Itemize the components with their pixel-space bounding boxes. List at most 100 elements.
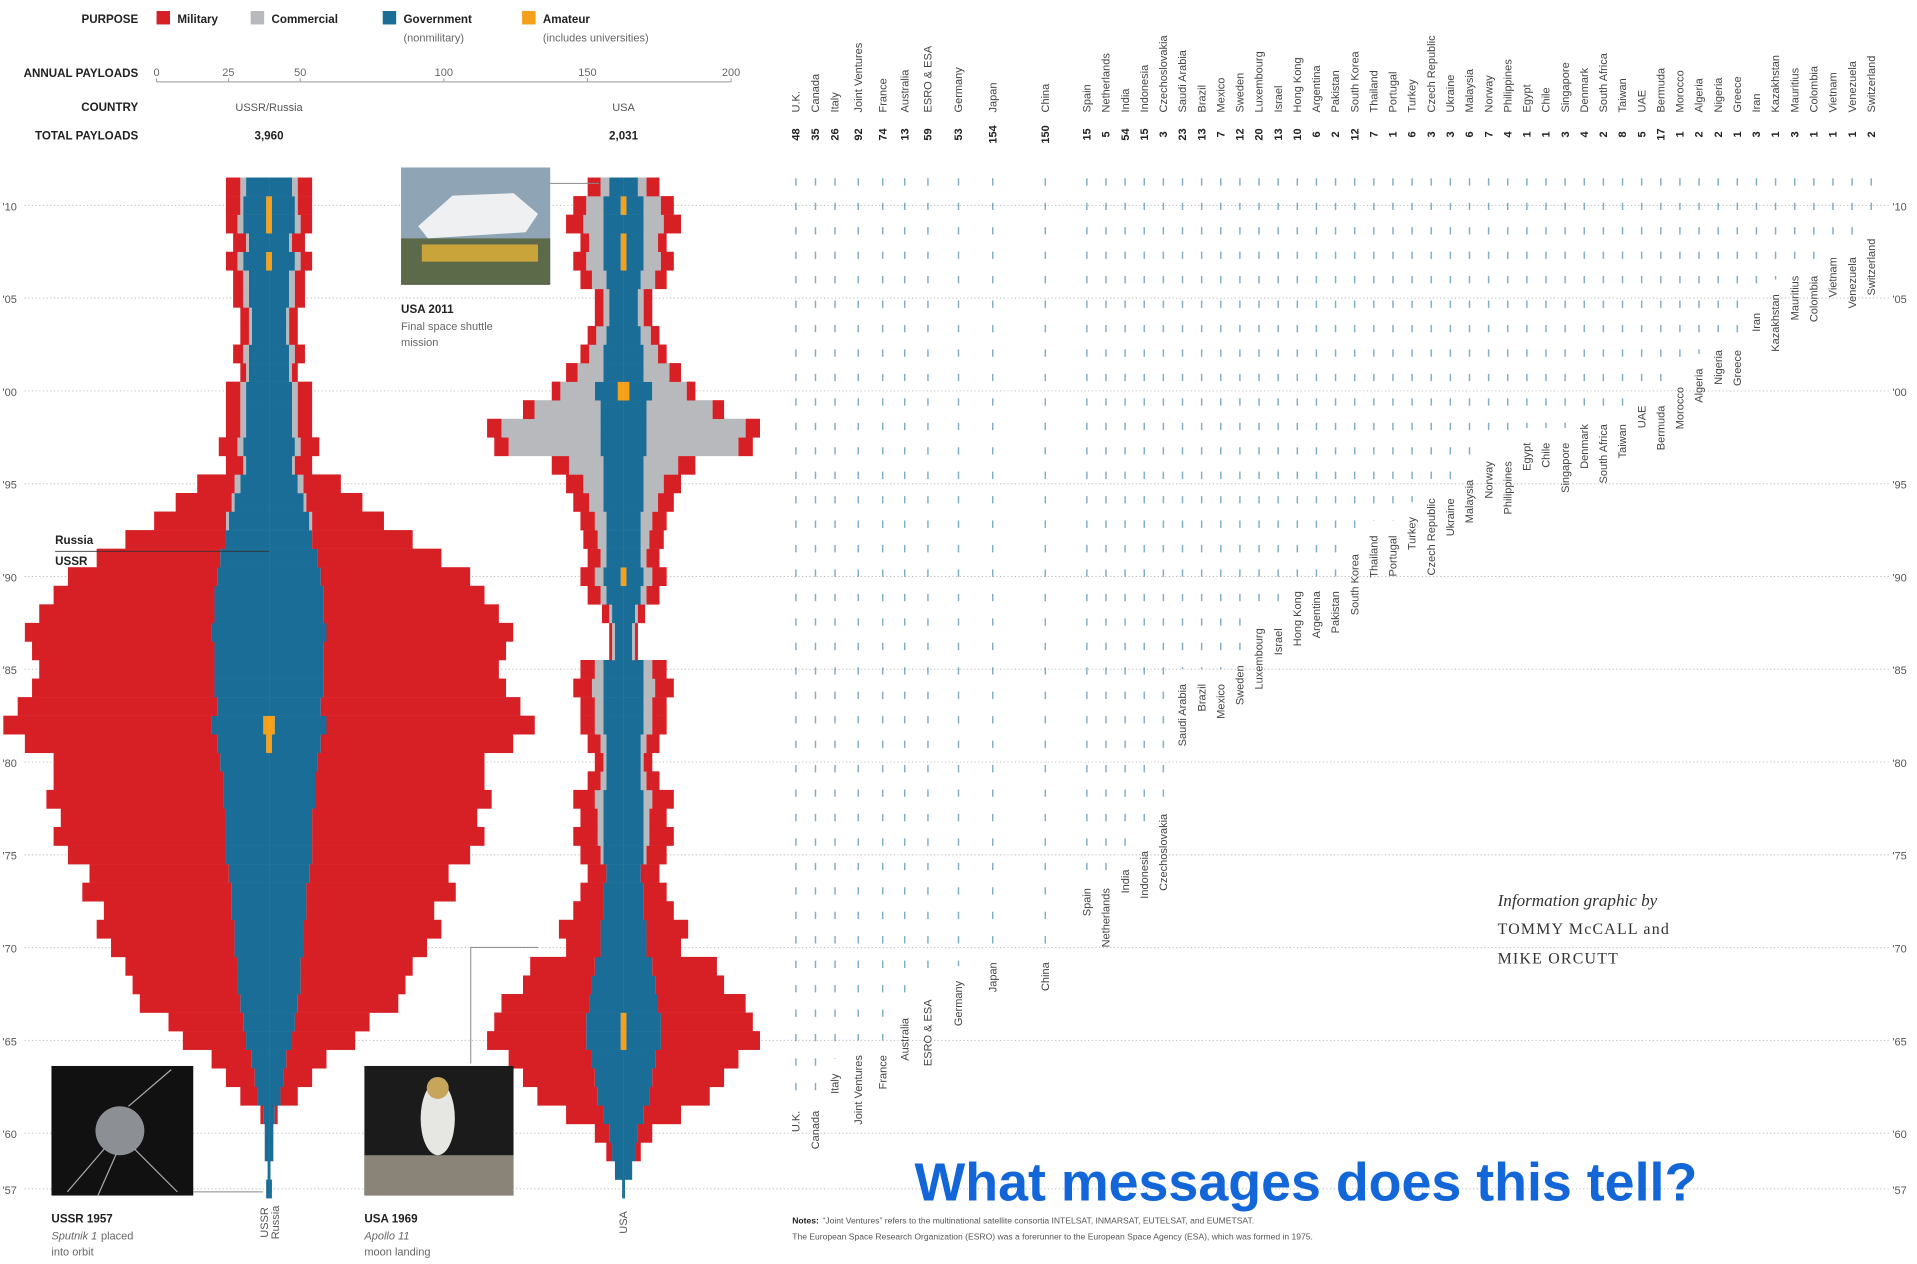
payload-segment [595,753,604,772]
country-bottom-label: Nigeria [1713,349,1725,385]
country-total: 2 [1713,131,1725,137]
y-tick-label: '05 [1892,294,1906,306]
payload-segment [641,586,647,605]
payload-segment [269,1087,280,1106]
y-tick-label: '00 [3,387,17,399]
payload-segment [588,771,601,790]
payload-segment [266,1180,269,1199]
payload-segment [583,530,597,549]
purpose-label: PURPOSE [81,13,138,26]
payload-segment [281,1087,298,1106]
payload-segment [647,938,681,957]
payload-segment [649,808,666,827]
country-bottom-label: Spain [1082,888,1094,916]
payload-segment [97,920,235,939]
payload-segment [580,808,597,827]
payload-segment [586,252,603,271]
payload-segment [240,474,269,493]
country-header: Kazakhstan [1770,55,1782,112]
payload-segment [269,233,289,252]
payload-segment [629,382,652,401]
payload-segment [249,270,269,289]
payload-segment [226,456,243,475]
legend-label: Commercial [271,13,337,26]
payload-segment [321,734,513,753]
payload-segment [624,437,647,456]
payload-segment [214,604,269,623]
country-header: South Africa [1598,52,1610,112]
payload-segment [621,252,624,271]
payload-segment [295,289,305,308]
payload-segment [265,1142,269,1161]
country-header: UAE [1636,90,1648,113]
country-bottom-label: U.K. [791,1111,803,1132]
payload-segment [266,734,269,753]
payload-segment [312,808,477,827]
country-header: Turkey [1407,79,1419,113]
payload-segment [268,1161,269,1180]
country-total: 2,031 [609,129,639,142]
payload-segment [265,1124,269,1143]
country-bottom-label: Thailand [1368,536,1380,578]
payload-segment [621,196,624,215]
payload-segment [632,641,635,660]
payload-segment [603,252,620,271]
payload-segment [301,252,312,271]
payload-segment [25,623,212,642]
country-total: 4 [1502,131,1514,138]
country-header: Venezuela [1847,60,1859,112]
payload-segment [603,196,620,215]
payload-segment [601,419,624,438]
country-bottom-label: Brazil [1196,684,1208,712]
payload-segment [641,753,644,772]
payload-segment [226,846,269,865]
payload-segment [589,493,603,512]
payload-segment [606,586,623,605]
payload-segment [509,1050,592,1069]
payload-segment [272,215,295,234]
country-bottom-label: Norway [1483,461,1495,499]
payload-segment [638,1124,652,1143]
payload-segment [269,307,286,326]
payload-segment [534,400,600,419]
legend-swatch [522,11,535,24]
payload-segment [580,345,589,364]
payload-segment [624,270,641,289]
y-tick-label: '90 [3,572,17,584]
country-total: 154 [987,124,999,143]
payload-segment [641,326,651,345]
y-tick-label: '10 [3,201,17,213]
payload-segment [601,549,607,568]
country-header: Australia [899,69,911,113]
question: What messages does this tell? [914,1152,1697,1212]
payload-segment [229,864,269,883]
payload-segment [647,437,739,456]
country-bottom-label: Ukraine [1445,498,1457,536]
payload-segment [606,270,623,289]
country-total: 23 [1177,128,1189,140]
payload-segment [54,771,223,790]
photo-caption: moon landing [364,1246,430,1258]
payload-segment [240,178,246,197]
payload-segment [601,400,624,419]
payload-segment [494,1013,586,1032]
country-total: 1 [1732,131,1744,137]
payload-segment [624,1105,644,1124]
payload-segment [661,1013,753,1032]
payload-segment [644,289,653,308]
payload-segment [664,474,681,493]
country-header: Czechoslovakia [1158,35,1170,113]
payload-segment [603,883,623,902]
payload-segment [309,864,448,883]
payload-segment [624,846,644,865]
country-header: Netherlands [1101,53,1113,113]
payload-segment [624,1050,656,1069]
legend-label: Military [177,13,218,26]
country-header: Brazil [1196,85,1208,113]
payload-segment [647,771,660,790]
payload-segment [635,604,638,623]
payload-segment [246,382,269,401]
payload-segment [598,1087,624,1106]
payload-segment [580,270,591,289]
payload-segment [269,790,315,809]
